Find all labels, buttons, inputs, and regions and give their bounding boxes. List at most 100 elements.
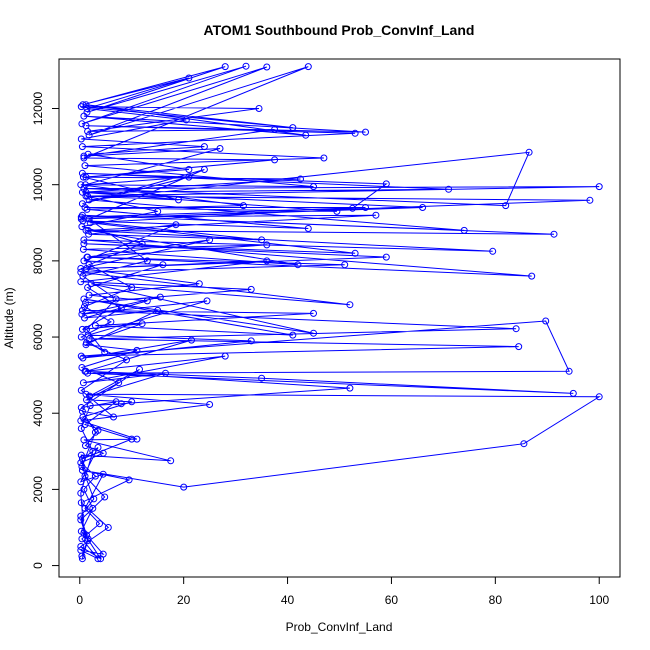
data-point [99, 470, 107, 478]
data-point [502, 202, 510, 210]
data-point [239, 202, 247, 210]
data-point [595, 183, 603, 191]
data-point [83, 105, 91, 112]
plot-area [77, 62, 603, 563]
data-point [77, 516, 85, 524]
data-point [77, 499, 85, 507]
data-point [83, 531, 90, 539]
data-point [128, 398, 136, 406]
data-point [85, 230, 93, 238]
data-point [77, 268, 85, 276]
data-point [79, 272, 87, 280]
data-point [258, 236, 266, 244]
series-line [79, 65, 601, 560]
data-point [83, 108, 91, 116]
data-point [81, 162, 89, 170]
data-point [206, 236, 214, 244]
y-axis: 0 2000 4000 6000 8000 10000 12000 [31, 92, 60, 569]
data-point [94, 555, 102, 563]
data-point [489, 247, 497, 255]
data-point [182, 116, 190, 124]
data-point [304, 63, 312, 71]
data-point [87, 280, 95, 288]
data-point [133, 346, 141, 354]
data-point [542, 317, 550, 325]
data-point [85, 261, 93, 269]
data-point [77, 478, 85, 486]
data-point [79, 101, 87, 109]
data-point [82, 181, 89, 189]
data-point [419, 204, 427, 211]
data-point [84, 226, 92, 234]
data-point [78, 555, 86, 563]
data-point [156, 293, 164, 301]
data-point [346, 301, 354, 309]
data-point [346, 384, 354, 392]
data-point [188, 336, 195, 344]
data-point [83, 325, 90, 333]
data-point [84, 284, 92, 291]
data-point [154, 207, 162, 215]
data-point [172, 221, 180, 229]
data-point [515, 343, 523, 351]
data-point [78, 455, 86, 463]
x-tick-label: 40 [281, 593, 295, 607]
data-point [83, 205, 91, 213]
data-point [78, 188, 86, 196]
data-point [79, 413, 87, 421]
y-axis-title: Altitude (m) [2, 287, 16, 348]
data-point [263, 241, 271, 249]
data-point [82, 101, 90, 109]
data-point [185, 173, 193, 181]
x-axis-title: Prob_ConvInf_Land [286, 620, 393, 634]
data-point [86, 402, 94, 410]
data-point [79, 354, 87, 362]
data-point [185, 74, 193, 82]
y-tick-label: 6000 [31, 323, 45, 350]
data-point [372, 211, 380, 219]
data-point [77, 181, 85, 189]
x-axis: 0 20 40 60 80 100 [76, 576, 610, 607]
data-point [333, 207, 341, 215]
data-point [83, 253, 91, 261]
x-tick-label: 60 [385, 593, 399, 607]
data-point [294, 261, 302, 269]
y-tick-label: 2000 [31, 476, 45, 503]
y-tick-label: 12000 [31, 92, 45, 126]
data-point [200, 166, 208, 173]
data-point [80, 236, 88, 244]
data-point [185, 166, 193, 173]
data-point [351, 249, 359, 257]
data-point [80, 485, 88, 493]
data-point [586, 196, 594, 204]
data-point [85, 291, 93, 299]
data-point [79, 173, 87, 181]
data-point [569, 389, 577, 397]
data-point [81, 314, 88, 322]
chart-title: ATOM1 Southbound Prob_ConvInf_Land [204, 22, 475, 38]
data-point [78, 143, 86, 151]
data-point [349, 204, 356, 212]
data-point [78, 463, 86, 470]
data-point [79, 245, 87, 253]
data-point [112, 295, 120, 303]
x-tick-label: 0 [76, 593, 83, 607]
data-point [180, 483, 188, 491]
data-point [200, 143, 208, 151]
data-point [460, 226, 468, 234]
data-point [520, 440, 528, 448]
data-point [136, 365, 143, 373]
data-point [550, 230, 558, 238]
data-point [81, 472, 89, 480]
data-point [203, 297, 211, 305]
data-point [77, 425, 85, 432]
data-point [78, 325, 86, 333]
x-tick-label: 100 [589, 593, 609, 607]
data-point [133, 435, 141, 443]
data-point [78, 223, 86, 231]
data-point [99, 449, 107, 457]
data-point [77, 543, 85, 550]
data-point [82, 173, 90, 181]
data-point [289, 124, 297, 132]
